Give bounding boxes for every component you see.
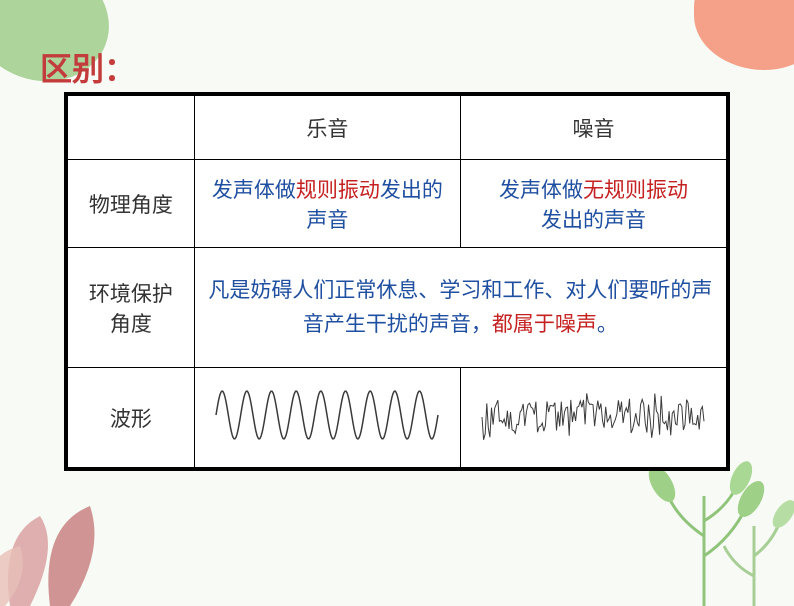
r2-label-l2: 角度: [110, 313, 152, 336]
table-row-wave: 波形: [68, 368, 727, 468]
row2-merged-cell: 凡是妨碍人们正常休息、学习和工作、对人们要听的声音产生干扰的声音，都属于噪声。: [194, 248, 726, 368]
comparison-table: 乐音 噪音 物理角度 发声体做规则振动发出的声音 发声体做无规则振动发出的声音 …: [64, 92, 730, 471]
table-header-row: 乐音 噪音: [68, 96, 727, 160]
decor-bottom-left-leaves: [0, 456, 150, 606]
noise-wave-icon: [478, 385, 708, 445]
table-row-env: 环境保护角度 凡是妨碍人们正常休息、学习和工作、对人们要听的声音产生干扰的声音，…: [68, 248, 727, 368]
row3-noise-cell: [460, 368, 726, 468]
header-blank: [68, 96, 195, 160]
r1c2-pre: 发声体做: [212, 179, 296, 202]
r2-label-l1: 环境保护: [89, 283, 173, 306]
sine-wave-icon: [212, 385, 442, 445]
r1c2-red: 规则振动: [296, 179, 380, 202]
r1c3-post: 发出的声音: [541, 209, 646, 232]
slide-title: 区别：: [40, 44, 136, 90]
row1-noise-cell: 发声体做无规则振动发出的声音: [460, 160, 726, 248]
row3-label: 波形: [68, 368, 195, 468]
header-noise: 噪音: [460, 96, 726, 160]
table-row-physics: 物理角度 发声体做规则振动发出的声音 发声体做无规则振动发出的声音: [68, 160, 727, 248]
r2-pre: 凡是妨碍人们正常休息、学习和工作、对人们要听的声音产生干扰的声音，: [208, 279, 712, 336]
header-music: 乐音: [194, 96, 460, 160]
r1c3-red: 无规则振动: [583, 179, 688, 202]
row1-label: 物理角度: [68, 160, 195, 248]
r1c3-pre: 发声体做: [499, 179, 583, 202]
r2-red: 都属于噪声: [492, 313, 597, 336]
decor-top-right: [694, 0, 794, 70]
row1-music-cell: 发声体做规则振动发出的声音: [194, 160, 460, 248]
row2-label: 环境保护角度: [68, 248, 195, 368]
row3-sine-cell: [194, 368, 460, 468]
r2-post: 。: [597, 313, 618, 336]
